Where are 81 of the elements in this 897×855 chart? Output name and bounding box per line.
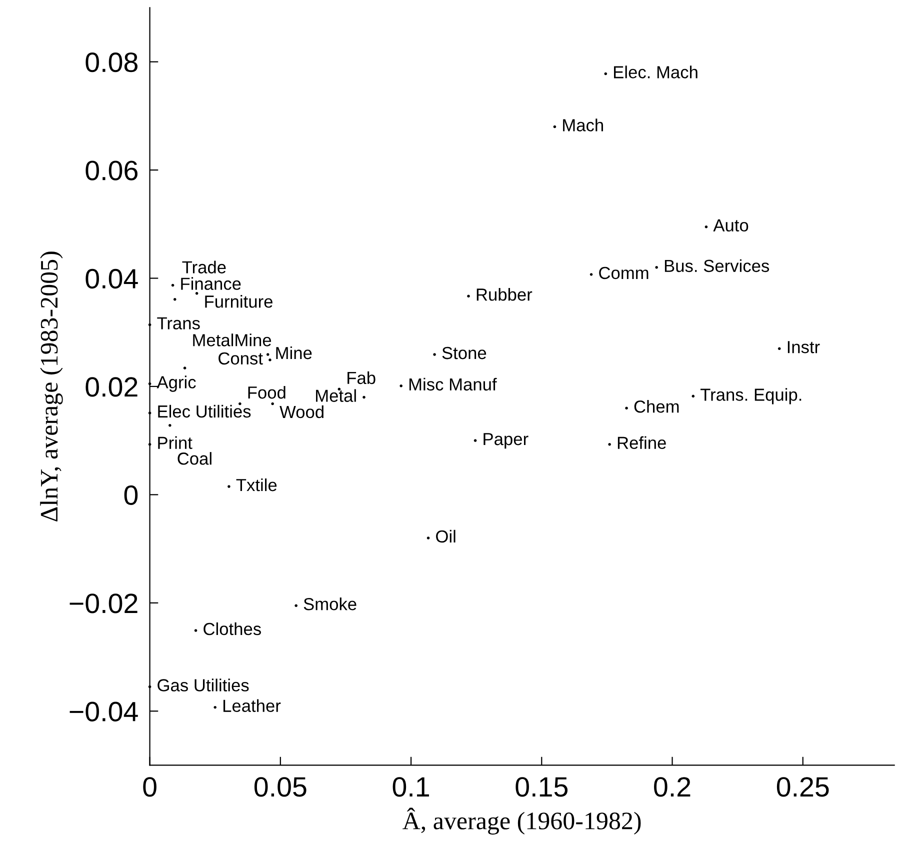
- point: [194, 629, 198, 632]
- data-label: Print: [158, 436, 192, 449]
- data-label: Fab: [348, 371, 376, 384]
- data-label: Misc Manuf: [409, 378, 497, 391]
- point: [704, 225, 708, 228]
- data-label: Agric: [156, 376, 196, 392]
- point: [655, 266, 658, 269]
- point: [604, 72, 608, 76]
- data-label: Comm: [599, 266, 648, 280]
- data-label: Trade: [182, 260, 226, 274]
- data-label: Furniture: [205, 295, 272, 308]
- point: [778, 347, 781, 350]
- x-tick-label: 0.2: [654, 777, 690, 797]
- point: [173, 298, 176, 301]
- point: [553, 125, 556, 128]
- point: [171, 284, 174, 287]
- data-label: Elec. Mach: [614, 66, 698, 78]
- x-tick-label: 0.15: [516, 777, 568, 797]
- point: [148, 382, 152, 386]
- data-label: Smoke: [304, 598, 356, 610]
- data-label: Rubber: [476, 288, 532, 301]
- data-label: Trans. Equip.: [700, 388, 802, 404]
- data-label: Instr: [788, 341, 820, 354]
- data-label: Mach: [563, 118, 603, 132]
- point: [148, 412, 152, 414]
- y-axis-title: ΔlnY, average (1983-2005): [40, 252, 63, 522]
- point: [590, 273, 593, 276]
- x-tick-label: 0: [143, 777, 156, 797]
- data-label: Oil: [436, 530, 456, 543]
- y-tick-label: 0.04: [86, 268, 138, 289]
- data-label: Const: [218, 352, 263, 365]
- x-tick-label: 0.1: [392, 777, 429, 797]
- data-label: Stone: [442, 346, 486, 360]
- point: [400, 384, 402, 388]
- point: [294, 604, 298, 607]
- data-label: Clothes: [204, 622, 261, 636]
- point: [467, 294, 470, 298]
- data-label: Metal: [316, 389, 356, 402]
- y-tick-label: 0: [124, 485, 138, 506]
- point: [148, 685, 152, 688]
- y-tick-label: −0.02: [70, 594, 138, 614]
- x-tick-label: 0.05: [254, 777, 306, 797]
- point: [692, 394, 695, 398]
- data-label: Auto: [713, 219, 748, 232]
- point: [168, 424, 172, 427]
- y-tick-label: 0.06: [86, 160, 138, 180]
- y-tick-label: −0.04: [70, 702, 138, 722]
- y-tick-label: 0.02: [86, 377, 138, 397]
- point: [183, 366, 186, 370]
- point: [214, 706, 216, 709]
- data-label: Bus. Services: [664, 259, 770, 272]
- data-label: Refine: [618, 436, 666, 450]
- point: [148, 442, 152, 446]
- point: [228, 485, 230, 488]
- data-label: Mine: [276, 346, 312, 360]
- data-label: Chem: [634, 400, 679, 413]
- point: [474, 439, 477, 442]
- point: [148, 323, 152, 326]
- point: [266, 353, 270, 356]
- x-tick-label: 0.25: [776, 777, 829, 797]
- data-label: Wood: [280, 405, 324, 418]
- data-label: MetalMine: [193, 334, 272, 346]
- point: [426, 536, 430, 540]
- data-label: Leather: [223, 699, 281, 712]
- data-label: Finance: [181, 277, 241, 290]
- point: [433, 353, 436, 356]
- point: [271, 402, 274, 406]
- point: [268, 358, 272, 362]
- y-tick-label: 0.08: [86, 52, 138, 72]
- data-label: Paper: [484, 433, 528, 449]
- data-label: Txtile: [236, 478, 277, 492]
- point: [195, 292, 198, 295]
- data-label: Trans: [157, 317, 200, 330]
- data-label: Gas Utilities: [158, 678, 249, 692]
- data-label: Elec Utilities: [158, 404, 251, 418]
- point: [362, 396, 366, 399]
- data-label: Coal: [178, 452, 212, 465]
- x-axis-title: Â, average (1960-1982): [402, 808, 641, 835]
- point: [625, 406, 628, 410]
- point: [608, 442, 611, 446]
- data-label: Food: [248, 386, 286, 399]
